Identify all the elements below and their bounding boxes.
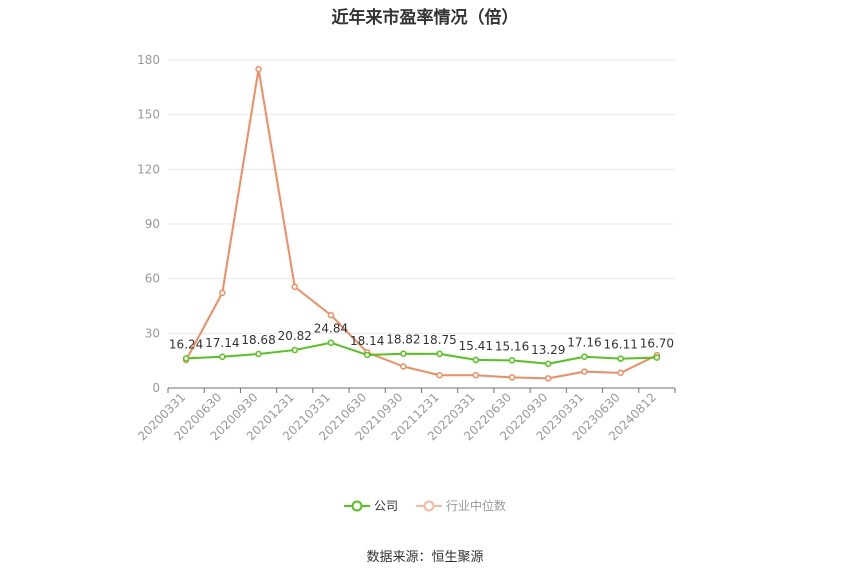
series-layer bbox=[182, 65, 661, 382]
company-data-label: 15.41 bbox=[459, 339, 493, 353]
company-data-point bbox=[545, 360, 552, 368]
industry-data-point bbox=[400, 363, 407, 370]
company-data-point bbox=[255, 350, 262, 358]
industry-data-point bbox=[508, 374, 516, 381]
legend-company-label: 公司 bbox=[373, 499, 398, 513]
company-data-point bbox=[472, 356, 480, 364]
company-data-label: 16.24 bbox=[169, 337, 203, 351]
company-data-label: 18.68 bbox=[241, 333, 275, 347]
industry-data-point bbox=[327, 311, 335, 319]
company-data-point bbox=[508, 357, 516, 364]
company-data-point bbox=[327, 339, 335, 346]
grid-layer bbox=[168, 59, 675, 334]
company-data-label: 17.14 bbox=[205, 336, 239, 350]
y-tick-label: 90 bbox=[145, 217, 160, 231]
industry-data-point bbox=[545, 375, 552, 382]
y-tick-label: 120 bbox=[137, 162, 160, 176]
legend-item-industry[interactable]: 行业中位数 bbox=[416, 497, 506, 514]
chart-title: 近年来市盈率情况（倍） bbox=[331, 8, 519, 28]
legend-industry-marker bbox=[416, 500, 442, 511]
company-data-label: 20.82 bbox=[278, 329, 312, 343]
company-data-label: 17.16 bbox=[567, 336, 601, 350]
y-tick-label: 60 bbox=[145, 272, 160, 286]
y-tick-label: 180 bbox=[137, 53, 160, 67]
company-data-point bbox=[617, 355, 624, 362]
industry-data-point bbox=[472, 371, 480, 379]
industry-data-point bbox=[436, 371, 443, 379]
company-data-label: 18.75 bbox=[422, 333, 456, 347]
y-tick-label: 0 bbox=[152, 381, 160, 395]
industry-data-point bbox=[219, 289, 226, 297]
data-source: 数据来源：恒生聚源 bbox=[366, 550, 484, 565]
company-data-point bbox=[219, 353, 226, 361]
company-series-line bbox=[186, 341, 657, 365]
industry-series-line bbox=[185, 68, 658, 380]
company-data-point bbox=[653, 354, 661, 361]
industry-data-point bbox=[617, 369, 624, 377]
legend-industry-label: 行业中位数 bbox=[446, 499, 507, 513]
company-data-label: 15.16 bbox=[495, 339, 529, 353]
company-data-label: 16.70 bbox=[640, 337, 674, 351]
company-data-point bbox=[363, 351, 371, 359]
industry-data-point bbox=[581, 368, 588, 375]
company-data-point bbox=[182, 355, 190, 362]
industry-data-point bbox=[255, 65, 262, 73]
legend-company-marker bbox=[343, 500, 370, 511]
company-data-label: 18.14 bbox=[350, 334, 384, 348]
company-data-point bbox=[400, 350, 407, 357]
company-data-point bbox=[291, 346, 298, 354]
legend: 公司 行业中位数 bbox=[0, 497, 850, 514]
y-tick-label: 150 bbox=[137, 108, 160, 122]
legend-item-company[interactable]: 公司 bbox=[343, 497, 398, 514]
company-data-label: 13.29 bbox=[531, 343, 565, 357]
company-data-label: 16.11 bbox=[603, 338, 637, 352]
y-tick-label: 30 bbox=[145, 326, 160, 340]
company-data-point bbox=[436, 350, 443, 358]
axis-layer: 0306090120150180202003312020063020200930… bbox=[135, 53, 676, 443]
company-data-point bbox=[581, 353, 588, 360]
company-data-label: 18.82 bbox=[386, 333, 420, 347]
company-data-label: 24.84 bbox=[314, 322, 348, 336]
industry-data-point bbox=[291, 283, 298, 291]
